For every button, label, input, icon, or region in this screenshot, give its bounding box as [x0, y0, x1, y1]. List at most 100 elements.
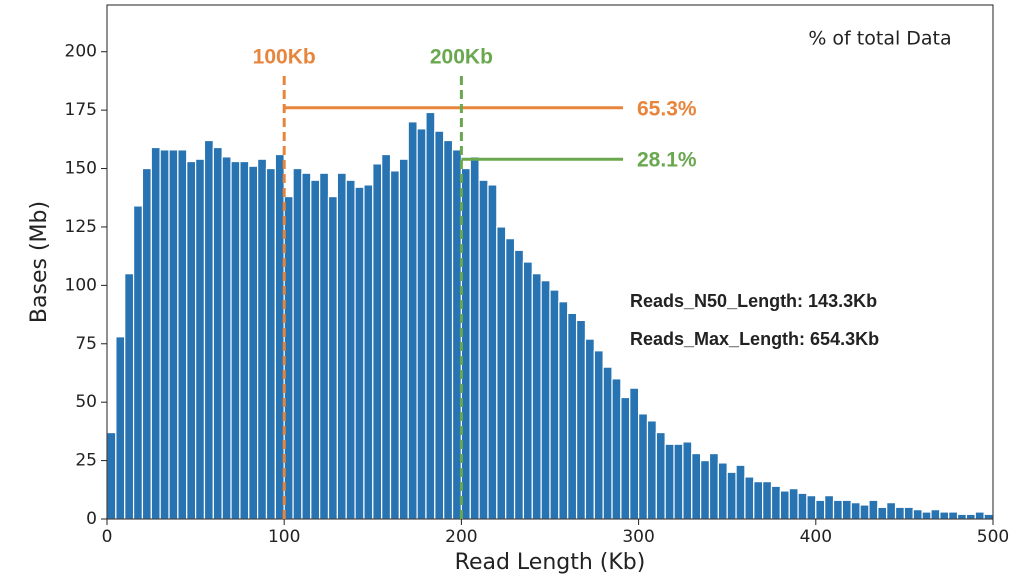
bar — [974, 511, 985, 520]
bar — [868, 499, 879, 520]
bar — [150, 146, 161, 520]
bar — [558, 301, 569, 520]
bar — [965, 513, 976, 520]
bar — [478, 179, 489, 520]
x-tick-label: 400 — [800, 527, 832, 547]
bar — [948, 511, 959, 520]
bar — [292, 167, 303, 520]
bar — [265, 167, 276, 520]
bar — [673, 443, 684, 520]
bar — [310, 179, 321, 520]
bar — [726, 471, 737, 520]
bar — [691, 452, 702, 520]
bar — [753, 481, 764, 520]
y-tick-label: 100 — [65, 275, 97, 295]
bar — [257, 158, 268, 520]
bar — [850, 502, 861, 520]
bar — [425, 111, 436, 520]
bar — [770, 485, 781, 520]
bar — [106, 431, 117, 520]
bar — [912, 509, 923, 520]
bar — [620, 396, 631, 520]
bar — [584, 338, 595, 520]
bar — [983, 513, 994, 520]
bar — [336, 172, 347, 520]
bar — [522, 261, 533, 520]
x-axis-label: Read Length (Kb) — [455, 550, 646, 575]
bar — [824, 495, 835, 520]
bar — [434, 130, 445, 520]
legend-note: % of total Data — [808, 28, 951, 50]
bar — [664, 443, 675, 520]
bar — [345, 179, 356, 520]
bar — [230, 160, 241, 520]
bar — [939, 511, 950, 520]
bar — [646, 420, 657, 520]
bar — [567, 312, 578, 520]
bar — [239, 160, 250, 520]
bar — [203, 139, 214, 520]
bar — [177, 149, 188, 520]
bar — [717, 462, 728, 520]
bar — [886, 502, 897, 520]
bar — [505, 238, 516, 520]
stat-text: Reads_Max_Length: 654.3Kb — [630, 329, 879, 349]
x-tick-label: 200 — [445, 527, 477, 547]
marker-label: 100Kb — [253, 46, 316, 69]
bar — [575, 319, 587, 520]
bar — [487, 184, 498, 520]
y-tick-label: 200 — [65, 42, 97, 62]
bar — [416, 128, 427, 520]
bar — [832, 499, 843, 520]
x-tick-label: 300 — [622, 527, 654, 547]
bar — [540, 280, 551, 520]
y-tick-label: 150 — [65, 159, 97, 179]
plot-frame — [106, 4, 994, 520]
bar — [655, 431, 666, 520]
y-tick-label: 75 — [75, 334, 97, 354]
bar — [212, 146, 223, 520]
bar — [629, 387, 640, 520]
bar — [407, 121, 418, 520]
bar — [319, 172, 330, 520]
bar — [779, 490, 790, 520]
bar — [806, 495, 817, 520]
bar — [115, 336, 126, 520]
bar — [859, 504, 870, 520]
bar — [797, 492, 808, 520]
bar — [443, 139, 454, 520]
bar — [124, 273, 135, 520]
bar — [248, 165, 259, 520]
bar — [221, 156, 232, 520]
bar — [815, 499, 826, 520]
bar — [159, 149, 170, 520]
bar — [788, 488, 799, 520]
bar — [744, 476, 755, 520]
bar — [301, 172, 312, 520]
bar — [549, 289, 560, 520]
x-tick-label: 100 — [268, 527, 300, 547]
bar — [708, 452, 719, 520]
bar — [762, 481, 773, 520]
bar — [469, 156, 480, 520]
bar — [132, 205, 144, 520]
y-tick-label: 175 — [65, 100, 97, 120]
bar — [637, 413, 649, 520]
bar — [398, 158, 409, 520]
bar — [593, 350, 604, 520]
x-tick-label: 0 — [102, 527, 113, 547]
bar — [602, 366, 613, 520]
bar — [195, 158, 206, 520]
percent-label: 65.3% — [637, 97, 697, 120]
bar — [682, 441, 693, 520]
y-axis-label: Bases (Mb) — [27, 201, 52, 323]
bar — [141, 167, 152, 520]
bar — [327, 195, 338, 520]
bar — [921, 511, 932, 520]
bar — [956, 513, 968, 520]
bar — [168, 149, 179, 520]
bar — [389, 170, 400, 520]
bar — [903, 506, 914, 520]
bar — [381, 153, 392, 520]
